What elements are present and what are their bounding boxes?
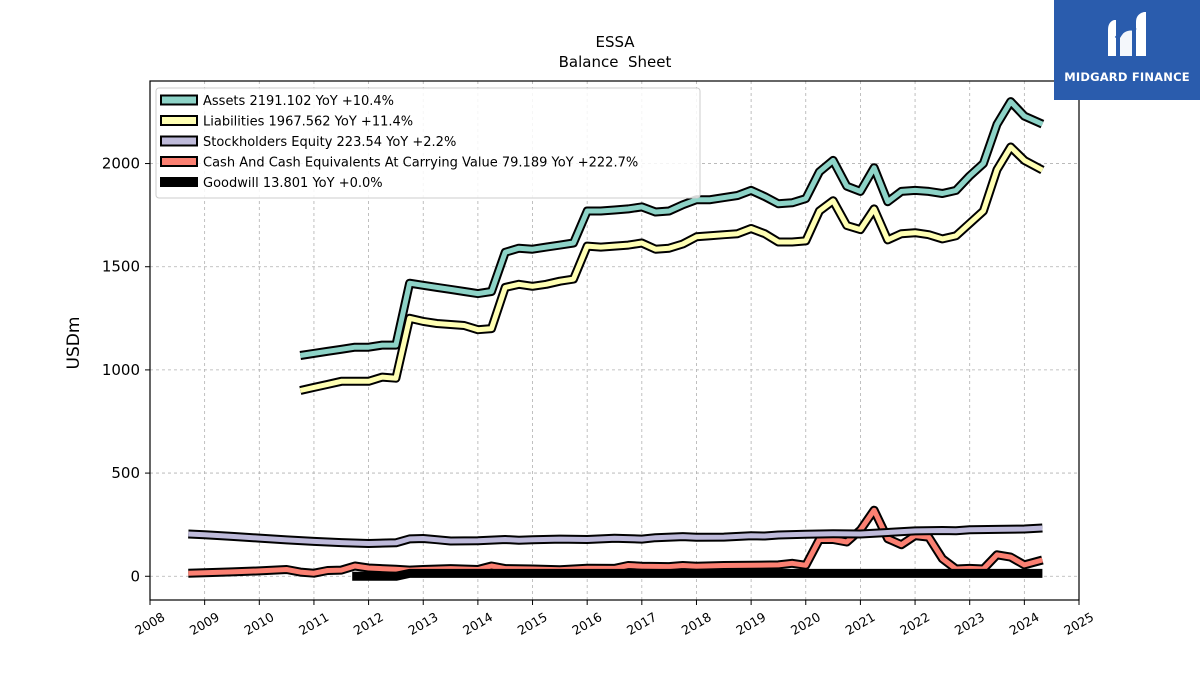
y-tick-label: 500 (111, 464, 140, 482)
x-tick-label: 2022 (897, 609, 932, 638)
x-tick-label: 2024 (1007, 609, 1042, 638)
legend-label-stockholders-equity: Stockholders Equity 223.54 YoY +2.2% (203, 135, 456, 150)
x-tick-label: 2020 (788, 609, 823, 638)
legend-swatch-assets (160, 94, 198, 106)
chart-subtitle: Balance Sheet (559, 53, 672, 71)
chart-title: ESSA (595, 33, 635, 51)
legend-swatch-goodwill (160, 177, 198, 187)
brand-logo-mark-icon (1108, 12, 1146, 56)
x-tick-label: 2018 (679, 609, 714, 638)
x-tick-label: 2014 (460, 609, 495, 638)
y-tick-label: 0 (130, 567, 140, 585)
legend-swatch-liabilities (160, 115, 198, 126)
x-axis: 2008 2009 2010 2011 2012 2013 2014 2015 2016 2017… (132, 600, 1096, 638)
x-tick-label: 2010 (242, 609, 277, 638)
legend-swatch-cash-and-cash-equivalents-at-carrying-value (160, 156, 198, 167)
legend-label-goodwill: Goodwill 13.801 YoY +0.0% (203, 176, 383, 191)
series-line-goodwill (352, 568, 1043, 581)
series-line-assets (299, 99, 1044, 358)
x-tick-label: 2019 (733, 609, 768, 638)
y-tick-label: 2000 (102, 155, 140, 173)
series-layer (188, 97, 1045, 581)
y-axis: 0 500 1000 1500 2000 (102, 155, 150, 585)
x-tick-label: 2025 (1061, 609, 1096, 638)
legend-label-liabilities: Liabilities 1967.562 YoY +11.4% (203, 115, 413, 130)
x-tick-label: 2009 (187, 609, 222, 638)
x-tick-label: 2016 (569, 609, 604, 638)
legend-label-assets: Assets 2191.102 YoY +10.4% (203, 94, 394, 109)
brand-logo: MIDGARD FINANCE (1054, 0, 1200, 100)
y-tick-label: 1000 (102, 361, 140, 379)
x-tick-label: 2012 (351, 609, 386, 638)
x-tick-label: 2011 (296, 609, 331, 638)
x-tick-label: 2023 (952, 609, 987, 638)
plot-frame (149, 80, 1080, 601)
legend-box (155, 87, 701, 199)
x-tick-label: 2013 (405, 609, 440, 638)
series-line-liabilities (299, 144, 1044, 393)
x-tick-label: 2017 (624, 609, 659, 638)
brand-name: MIDGARD FINANCE (1064, 70, 1190, 84)
x-tick-label: 2021 (843, 609, 878, 638)
y-axis-label: USDm (64, 317, 84, 370)
legend: Assets 2191.102 YoY +10.4% Liabilities 19… (155, 87, 701, 199)
series-line-cash-and-cash-equivalents-at-carrying-value (188, 507, 1044, 576)
legend-swatch-stockholders-equity (160, 135, 198, 147)
x-tick-label: 2015 (515, 609, 550, 638)
series-line-stockholders-equity (188, 525, 1043, 546)
legend-label-cash-and-cash-equivalents-at-carrying-value: Cash And Cash Equivalents At Carrying Va… (203, 156, 638, 171)
y-tick-label: 1500 (102, 258, 140, 276)
x-tick-label: 2008 (132, 609, 167, 638)
